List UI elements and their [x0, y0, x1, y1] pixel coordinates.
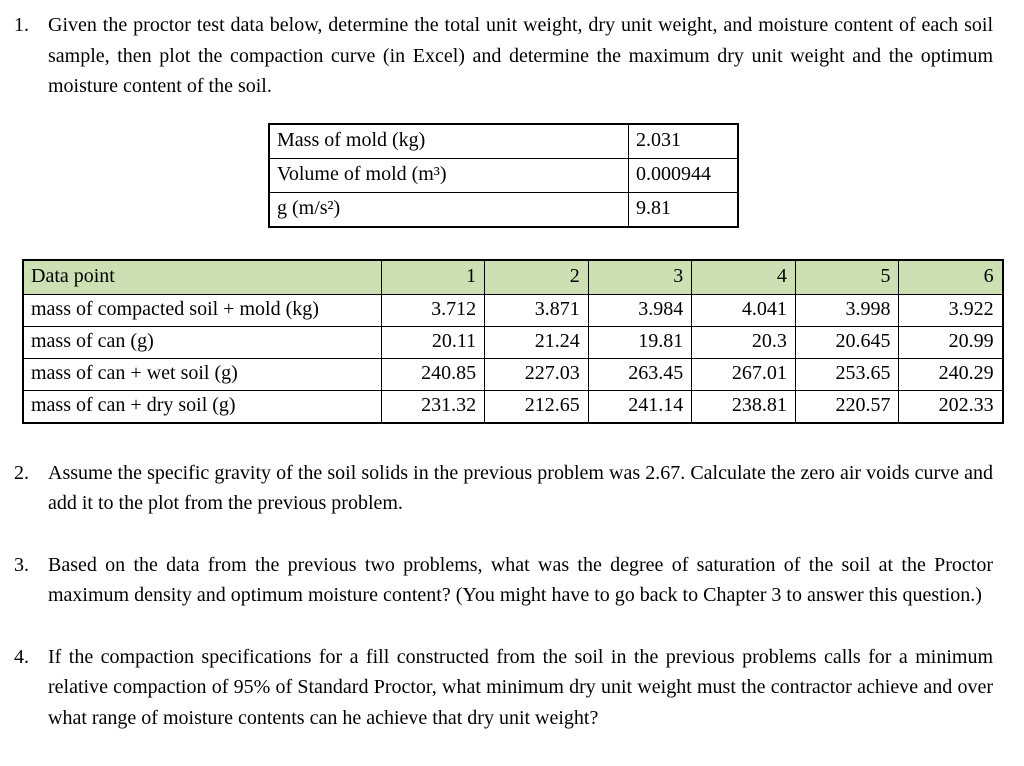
- row-label: mass of compacted soil + mold (kg): [22, 293, 382, 327]
- cell-value: 241.14: [587, 389, 693, 423]
- data-table-header-row: Data point 1 2 3 4 5 6: [22, 259, 1004, 295]
- problem-1-text: Given the proctor test data below, deter…: [48, 14, 993, 97]
- cell-value: 267.01: [691, 357, 796, 391]
- proctor-data-table: Data point 1 2 3 4 5 6 mass of compacted…: [22, 258, 1004, 424]
- cell-value: 3.998: [794, 293, 900, 327]
- problem-3-number: 3.: [14, 553, 29, 576]
- cell-value: 253.65: [794, 357, 900, 391]
- row-label: mass of can + wet soil (g): [22, 357, 382, 391]
- cell-value: 212.65: [484, 389, 589, 423]
- mold-mass-value: 2.031: [628, 123, 739, 159]
- data-point-2: 2: [484, 259, 589, 295]
- mold-table-row: g (m/s²) 9.81: [268, 191, 739, 227]
- mold-table-row: Mass of mold (kg) 2.031: [268, 123, 739, 159]
- cell-value: 263.45: [587, 357, 693, 391]
- cell-value: 21.24: [484, 325, 589, 359]
- cell-value: 20.3: [691, 325, 796, 359]
- mold-mass-label: Mass of mold (kg): [268, 123, 629, 159]
- problem-2-text: Assume the specific gravity of the soil …: [48, 461, 993, 515]
- table-row-soil-plus-mold: mass of compacted soil + mold (kg) 3.712…: [22, 293, 1004, 327]
- row-label: mass of can (g): [22, 325, 382, 359]
- cell-value: 3.871: [484, 293, 589, 327]
- data-point-3: 3: [587, 259, 693, 295]
- problem-3: 3. Based on the data from the previous t…: [14, 550, 993, 611]
- problem-1: 1. Given the proctor test data below, de…: [14, 10, 993, 102]
- problem-2: 2. Assume the specific gravity of the so…: [14, 458, 993, 519]
- gravity-value: 9.81: [628, 191, 739, 227]
- cell-value: 231.32: [380, 389, 486, 423]
- data-point-1: 1: [380, 259, 486, 295]
- mold-volume-value: 0.000944: [628, 157, 739, 193]
- gravity-label: g (m/s²): [268, 191, 629, 227]
- cell-value: 3.712: [380, 293, 486, 327]
- problem-4-number: 4.: [14, 645, 29, 668]
- data-point-4: 4: [691, 259, 796, 295]
- cell-value: 3.984: [587, 293, 693, 327]
- cell-value: 240.85: [380, 357, 486, 391]
- table-row-can-wet-soil: mass of can + wet soil (g) 240.85 227.03…: [22, 357, 1004, 391]
- cell-value: 19.81: [587, 325, 693, 359]
- table-row-can-dry-soil: mass of can + dry soil (g) 231.32 212.65…: [22, 389, 1004, 423]
- problem-4-text: If the compaction specifications for a f…: [48, 645, 993, 729]
- mold-volume-label: Volume of mold (m³): [268, 157, 629, 193]
- cell-value: 20.11: [380, 325, 486, 359]
- cell-value: 4.041: [691, 293, 796, 327]
- cell-value: 20.645: [794, 325, 900, 359]
- problem-3-text: Based on the data from the previous two …: [48, 553, 993, 607]
- cell-value: 227.03: [484, 357, 589, 391]
- table-row-mass-of-can: mass of can (g) 20.11 21.24 19.81 20.3 2…: [22, 325, 1004, 359]
- cell-value: 202.33: [898, 389, 1004, 423]
- cell-value: 20.99: [898, 325, 1004, 359]
- data-point-5: 5: [794, 259, 900, 295]
- mold-properties-table: Mass of mold (kg) 2.031 Volume of mold (…: [268, 122, 739, 228]
- row-label: mass of can + dry soil (g): [22, 389, 382, 423]
- data-point-header-label: Data point: [22, 259, 382, 295]
- cell-value: 240.29: [898, 357, 1004, 391]
- problem-1-number: 1.: [14, 14, 29, 36]
- mold-table-row: Volume of mold (m³) 0.000944: [268, 157, 739, 193]
- problem-2-number: 2.: [14, 461, 29, 484]
- data-point-6: 6: [898, 259, 1004, 295]
- cell-value: 220.57: [794, 389, 900, 423]
- cell-value: 3.922: [898, 293, 1004, 327]
- problem-4: 4. If the compaction specifications for …: [14, 642, 993, 734]
- cell-value: 238.81: [691, 389, 796, 423]
